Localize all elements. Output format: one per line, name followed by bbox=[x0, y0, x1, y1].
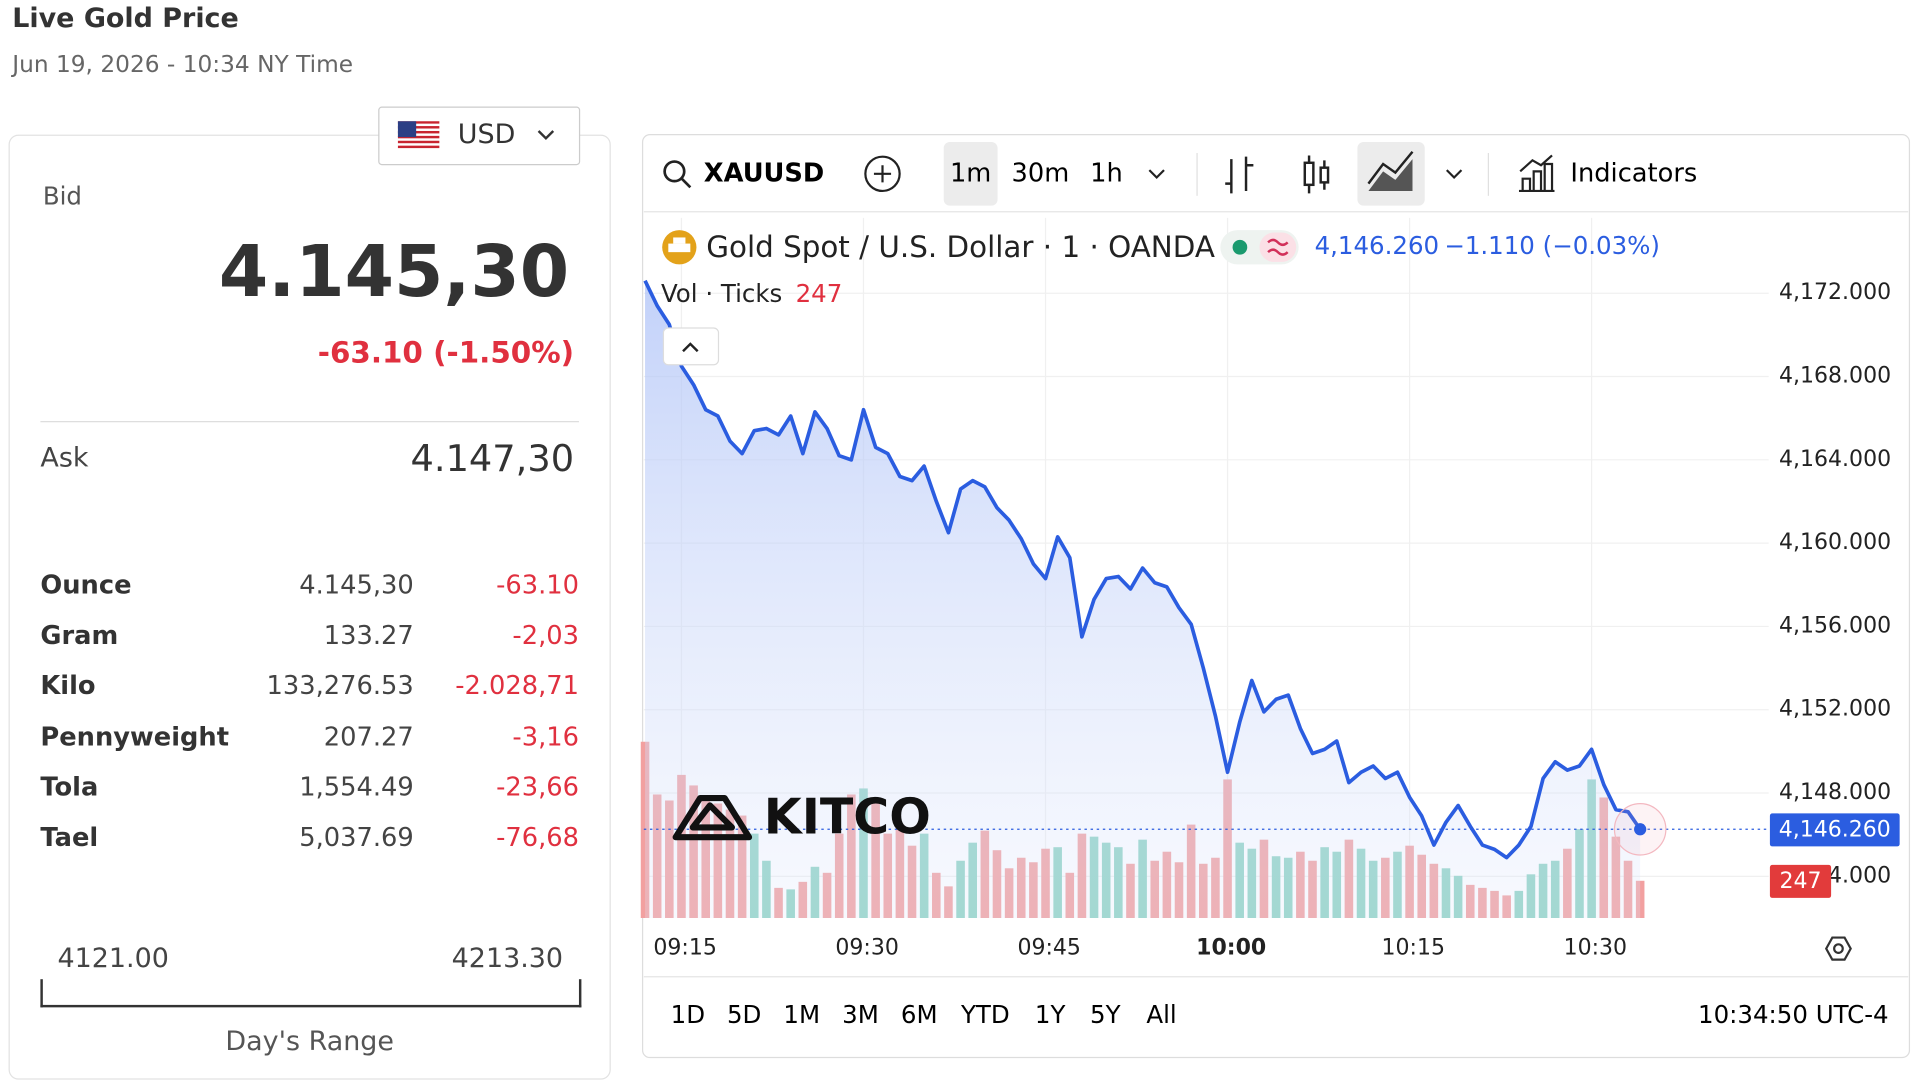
interval-button[interactable]: 30m bbox=[1012, 158, 1070, 188]
price-line bbox=[643, 279, 1642, 860]
unit-name: Tola bbox=[40, 772, 99, 802]
y-tick-label: 4,168.000 bbox=[1779, 364, 1891, 389]
settings-icon[interactable] bbox=[1824, 936, 1852, 961]
chevron[interactable] bbox=[1445, 169, 1463, 180]
delay-pill bbox=[1259, 232, 1297, 262]
x-tick-label: 09:30 bbox=[835, 936, 898, 961]
unit-name: Ounce bbox=[40, 570, 132, 600]
x-tick-label: 09:45 bbox=[1017, 936, 1080, 961]
divider bbox=[40, 421, 579, 423]
flag-icon bbox=[397, 121, 440, 151]
chevron[interactable] bbox=[1148, 169, 1165, 180]
range-high: 4213.30 bbox=[451, 943, 564, 975]
x-tick-label: 10:00 bbox=[1196, 936, 1266, 961]
unit-change: -2,03 bbox=[512, 620, 579, 651]
y-tick-label: 4,164.000 bbox=[1779, 447, 1891, 472]
page-title: Live Gold Price bbox=[12, 3, 239, 35]
y-tick-label: 4,152.000 bbox=[1779, 697, 1891, 722]
range-button[interactable]: 5D bbox=[727, 1000, 761, 1029]
x-tick-label: 10:15 bbox=[1382, 936, 1445, 961]
last-price-badge-text: 4,146.260 bbox=[1779, 818, 1891, 843]
range-button[interactable]: 6M bbox=[901, 1000, 938, 1029]
clock: 10:34:50 UTC-4 bbox=[1698, 1000, 1889, 1029]
area-selected bbox=[1357, 141, 1425, 206]
kitco-logo: KITCO bbox=[672, 789, 931, 846]
interval-button[interactable]: 1h bbox=[1090, 158, 1123, 188]
bid-label: Bid bbox=[42, 181, 82, 211]
range-button[interactable]: 1M bbox=[783, 1000, 820, 1029]
indicators-label[interactable]: Indicators bbox=[1570, 158, 1697, 188]
bid-price: 4.145,30 bbox=[218, 230, 570, 314]
interval-selected bbox=[943, 141, 998, 206]
volume-legend: Vol · Ticks bbox=[661, 279, 782, 308]
x-tick-label: 09:15 bbox=[653, 936, 716, 961]
interval-button[interactable]: 1m bbox=[950, 158, 991, 188]
unit-price: 4.145,30 bbox=[299, 570, 414, 600]
ask-price: 4.147,30 bbox=[410, 438, 575, 482]
area-icon[interactable] bbox=[1367, 150, 1414, 191]
search-icon[interactable] bbox=[663, 160, 692, 189]
range-button[interactable]: YTD bbox=[960, 1000, 1010, 1029]
range-low: 4121.00 bbox=[57, 943, 169, 975]
currency-select[interactable]: USD bbox=[378, 106, 581, 166]
unit-change: -23,66 bbox=[496, 772, 579, 802]
unit-name: Gram bbox=[40, 620, 119, 651]
legend-price: 4,146.260 bbox=[1315, 231, 1440, 260]
unit-price: 1,554.49 bbox=[299, 772, 414, 802]
candles-icon[interactable] bbox=[1303, 155, 1330, 194]
volume-legend-value: 247 bbox=[796, 279, 843, 308]
delay-icon bbox=[1267, 238, 1289, 256]
unit-name: Tael bbox=[40, 822, 99, 852]
volume-badge bbox=[1769, 864, 1832, 898]
chart-title: Gold Spot / U.S. Dollar · 1 · OANDA bbox=[706, 230, 1215, 264]
last-price-badge bbox=[1769, 813, 1900, 847]
range-button[interactable]: 3M bbox=[842, 1000, 879, 1029]
unit-change: -63.10 bbox=[496, 570, 579, 600]
collapse-icon bbox=[682, 342, 699, 353]
range-button[interactable]: 5Y bbox=[1090, 1000, 1121, 1029]
volume-badge-text: 247 bbox=[1779, 869, 1821, 894]
area-fill bbox=[645, 280, 1641, 918]
range-button[interactable]: 1Y bbox=[1035, 1000, 1066, 1029]
x-tick-label: 10:30 bbox=[1564, 936, 1627, 961]
last-point bbox=[1634, 823, 1647, 836]
range-button[interactable]: All bbox=[1146, 1000, 1176, 1029]
market-open-dot bbox=[1232, 239, 1248, 255]
y-tick-label: 4,148.000 bbox=[1779, 780, 1891, 805]
collapse-button[interactable] bbox=[662, 327, 720, 366]
range-button[interactable]: 1D bbox=[671, 1000, 705, 1029]
range-bar bbox=[40, 979, 582, 1008]
datetime: Jun 19, 2026 - 10:34 NY Time bbox=[12, 51, 354, 79]
bars-icon[interactable] bbox=[1225, 156, 1254, 194]
unit-name: Kilo bbox=[40, 671, 96, 701]
watermark: KITCO bbox=[764, 789, 931, 846]
currency-label: USD bbox=[457, 119, 516, 151]
unit-price: 207.27 bbox=[323, 721, 414, 752]
indicators-icon[interactable] bbox=[1518, 154, 1555, 193]
coin-icon bbox=[662, 230, 697, 265]
unit-price: 133,276.53 bbox=[266, 671, 414, 701]
bid-change: -63.10 (-1.50%) bbox=[317, 335, 575, 370]
unit-change: -2.028,71 bbox=[455, 671, 579, 701]
unit-price: 133.27 bbox=[323, 620, 414, 651]
chevron bbox=[537, 130, 555, 141]
legend-change: −1.110 (−0.03%) bbox=[1444, 231, 1660, 260]
unit-change: -76,68 bbox=[496, 822, 579, 852]
y-tick-label: 4,156.000 bbox=[1779, 613, 1891, 638]
compare-button[interactable] bbox=[864, 155, 901, 193]
unit-name: Pennyweight bbox=[40, 721, 230, 752]
y-tick-label: 4,160.000 bbox=[1779, 530, 1891, 555]
y-tick-label: 4,172.000 bbox=[1779, 280, 1891, 305]
unit-price: 5,037.69 bbox=[299, 822, 414, 852]
unit-change: -3,16 bbox=[512, 721, 579, 752]
ask-label: Ask bbox=[40, 443, 89, 474]
symbol[interactable]: XAUUSD bbox=[704, 158, 824, 188]
range-label: Day's Range bbox=[225, 1026, 394, 1058]
